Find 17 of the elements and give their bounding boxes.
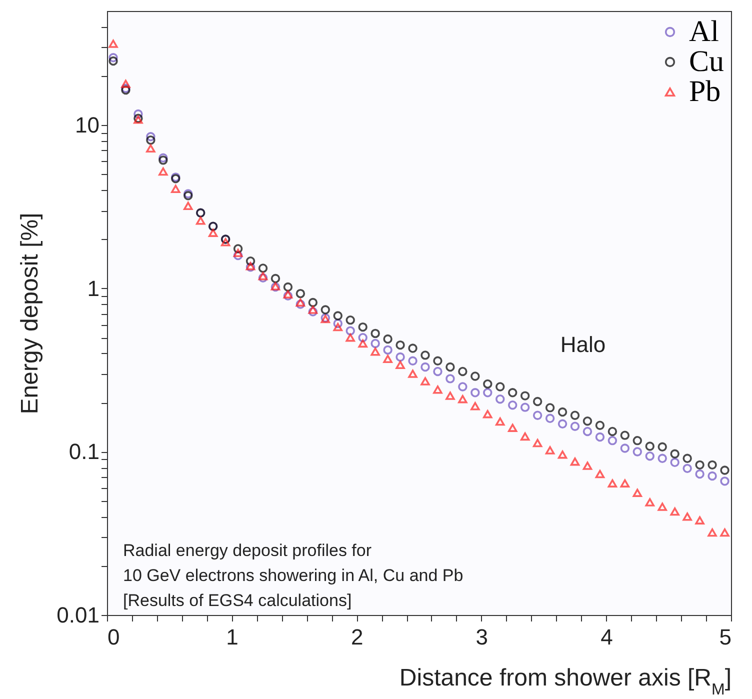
y-axis-title: Energy deposit [%] bbox=[16, 212, 44, 414]
x-tick-label: 5 bbox=[719, 624, 732, 650]
y-tick-label: 0.1 bbox=[68, 439, 100, 464]
annotation: Halo bbox=[560, 332, 606, 357]
x-tick-label: 1 bbox=[226, 624, 238, 650]
legend-label: Pb bbox=[689, 75, 721, 108]
x-tick-label: 3 bbox=[476, 624, 488, 650]
y-tick-label: 1 bbox=[87, 276, 100, 301]
x-tick-label: 0 bbox=[108, 624, 120, 650]
legend-label: Al bbox=[689, 15, 719, 48]
annotation: Radial energy deposit profiles for 10 GeV electrons showering in Al, Cu and Pb [Results of EGS4 calculations] bbox=[123, 541, 464, 610]
x-axis-title: Distance from shower axis [R$_{M}$] bbox=[399, 664, 732, 698]
legend-label: Cu bbox=[689, 45, 724, 78]
y-tick-label: 10 bbox=[75, 112, 100, 138]
y-tick-label: 0.01 bbox=[56, 602, 100, 628]
x-tick-label: 2 bbox=[350, 624, 364, 650]
x-tick-label: 4 bbox=[600, 624, 613, 650]
